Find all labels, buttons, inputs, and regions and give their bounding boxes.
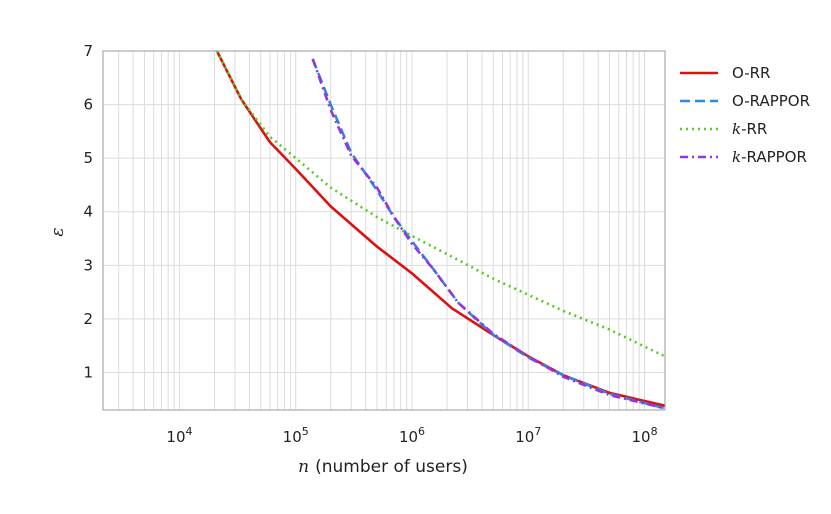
- x-tick-label: 108: [631, 425, 657, 446]
- series-line-k-rappor: [311, 58, 665, 410]
- grid: [103, 50, 665, 410]
- series-line-o-rappor: [311, 58, 665, 410]
- y-tick-label: 4: [83, 203, 93, 221]
- y-tick-label: 2: [83, 310, 93, 328]
- y-tick-label: 5: [83, 149, 93, 167]
- plot-frame: [102, 50, 666, 411]
- x-tick-label: 106: [399, 425, 425, 446]
- y-tick-label: 3: [83, 256, 93, 274]
- y-tick-label: 7: [83, 42, 93, 60]
- legend-label: k-RAPPOR: [732, 148, 807, 166]
- legend: O-RR O-RAPPOR k-RR k-RAPPOR: [680, 64, 810, 166]
- legend-label: O-RAPPOR: [732, 92, 810, 110]
- x-tick-labels: 104 105 106 107 108: [166, 425, 657, 446]
- y-axis-label: ε: [48, 227, 68, 236]
- x-tick-label: 105: [283, 425, 309, 446]
- x-tick-label: 107: [515, 425, 541, 446]
- x-tick-label: 104: [166, 425, 192, 446]
- legend-label: O-RR: [732, 64, 770, 82]
- series-line-k-rr: [215, 51, 665, 358]
- x-axis-label: n (number of users): [298, 457, 468, 477]
- y-tick-labels: 1 2 3 4 5 6 7: [83, 42, 93, 381]
- legend-label: k-RR: [732, 120, 767, 138]
- y-tick-label: 6: [83, 96, 93, 114]
- series-lines: [215, 51, 665, 410]
- y-tick-label: 1: [83, 363, 93, 381]
